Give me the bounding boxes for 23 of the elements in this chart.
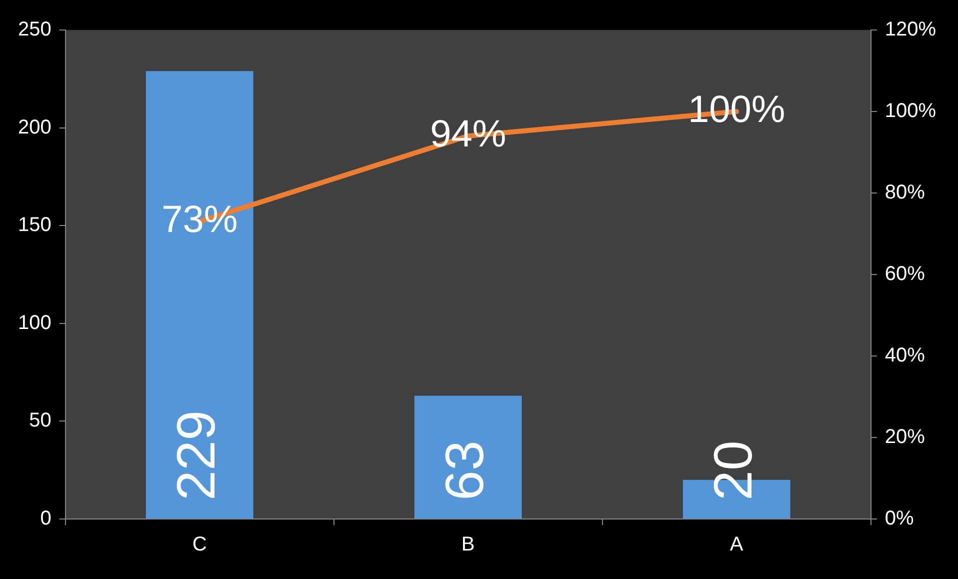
y-tick-label: 250 [18,18,52,41]
y2-tick-label: 20% [884,426,926,448]
y2-tick-label: 120% [884,18,936,41]
bar [414,396,522,518]
y2-tick-label: 60% [884,263,926,286]
bar [146,71,254,518]
data-label: 229 [166,410,227,500]
y2-tick-label: 0% [884,508,914,530]
data-label: 20 [703,440,764,500]
data-label: 100% [688,88,786,131]
x-tick-label: B [461,534,475,556]
y-tick-label: 200 [18,116,52,138]
data-label: 63 [435,440,495,500]
data-label: 73% [162,199,238,242]
y-tick-label: 50 [29,410,52,432]
y2-tick-label: 100% [884,100,936,122]
y-tick-label: 100 [18,312,52,334]
x-tick-label: C [192,534,207,556]
y-tick-label: 0 [40,508,52,530]
y2-tick-label: 40% [884,344,926,367]
y-tick-label: 150 [18,214,52,236]
y2-tick-label: 80% [884,182,926,204]
x-tick-label: A [730,534,744,556]
